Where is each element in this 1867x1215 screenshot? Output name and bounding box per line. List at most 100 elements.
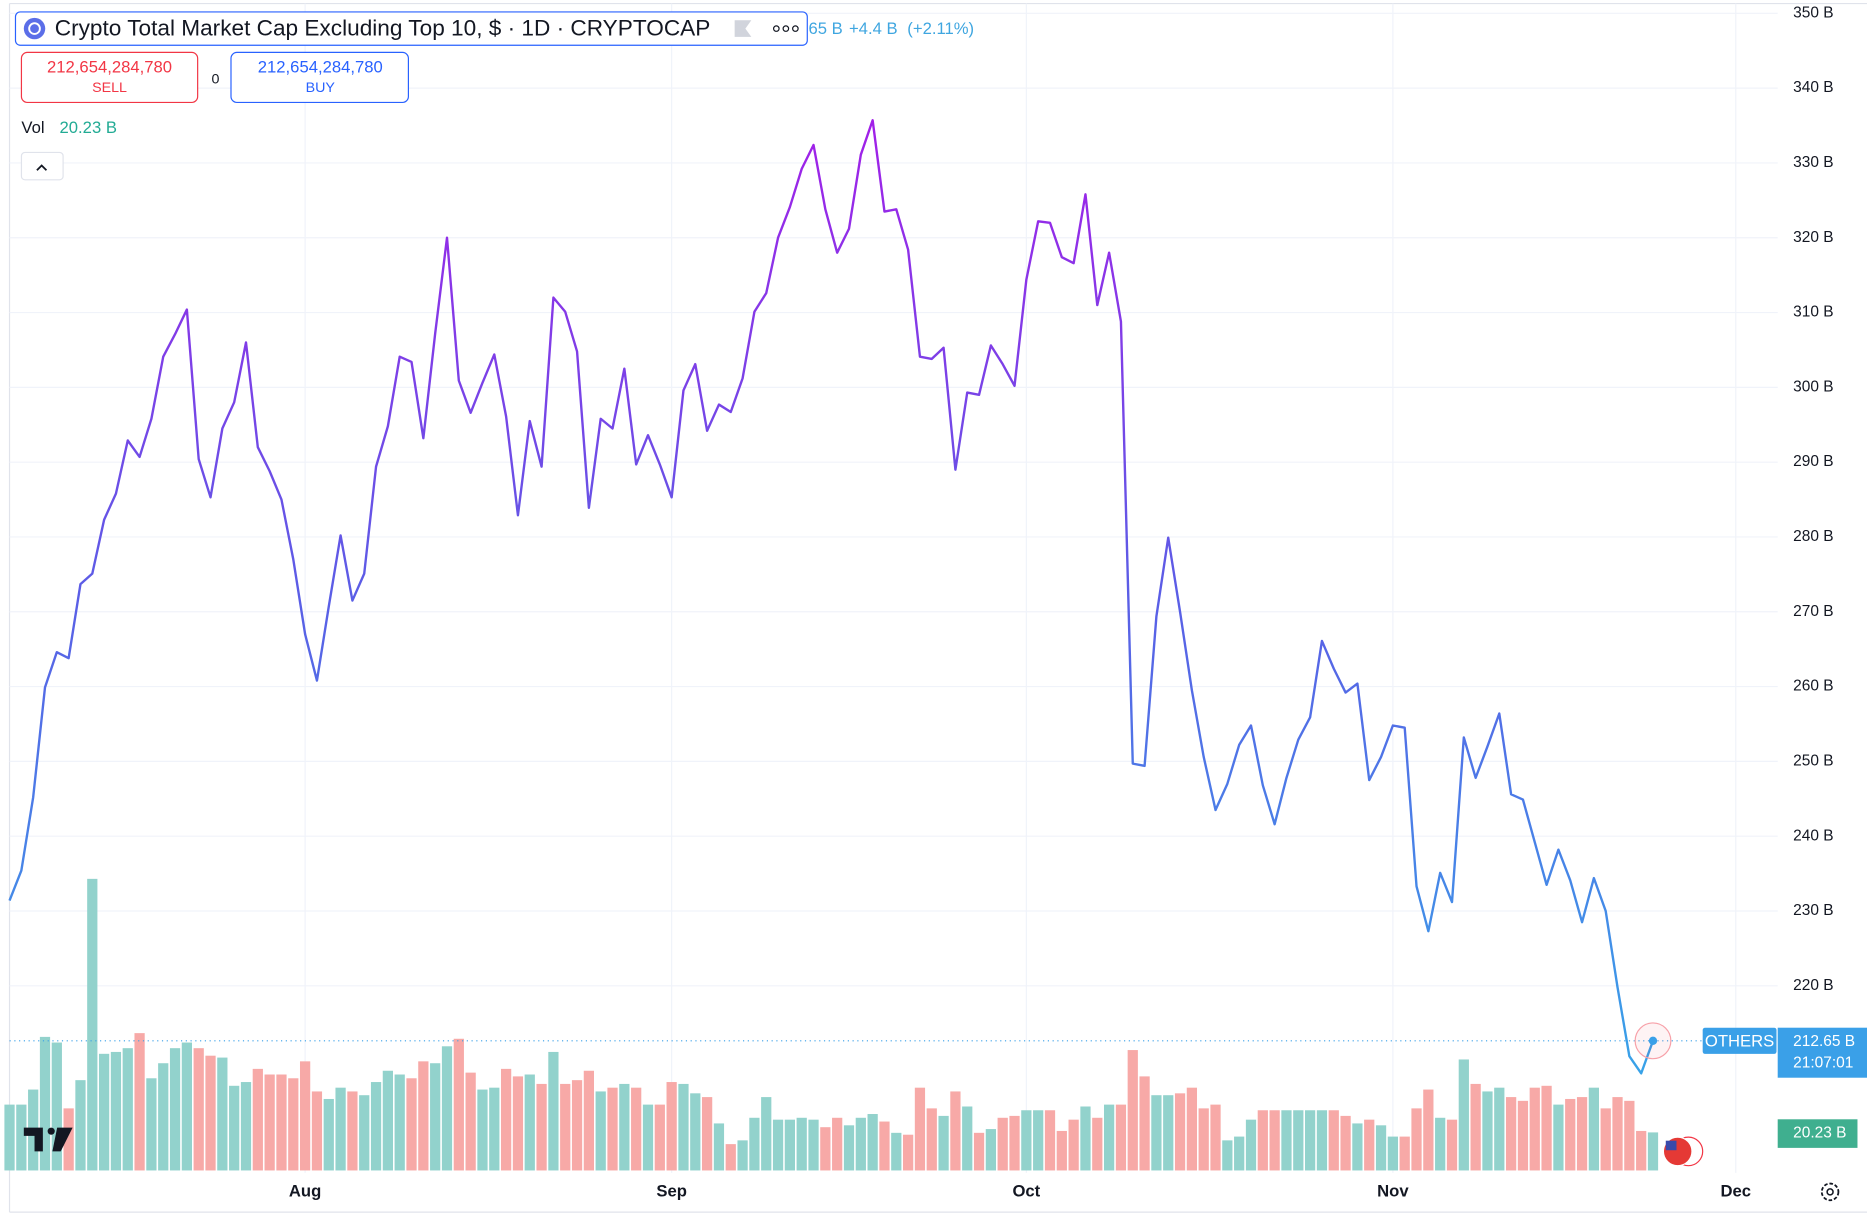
x-tick-label: Aug bbox=[289, 1181, 321, 1200]
volume-bar bbox=[1588, 1087, 1599, 1171]
flag-canton bbox=[1665, 1140, 1677, 1151]
vol-label: Vol bbox=[21, 118, 44, 137]
gear bbox=[1820, 1182, 1840, 1202]
more-button[interactable] bbox=[772, 25, 799, 32]
volume-bar bbox=[122, 1048, 133, 1171]
settings-button[interactable] bbox=[1820, 1182, 1840, 1202]
volume-bar bbox=[1151, 1095, 1162, 1171]
volume-bar bbox=[98, 1053, 110, 1171]
volume-bar bbox=[1411, 1108, 1422, 1171]
last-price-label: 212.65 B bbox=[1793, 1033, 1855, 1050]
volume-bar bbox=[1553, 1104, 1564, 1171]
axes: 220 B 230 B 240 B 250 B 260 B 270 B 280 B 290 B… bbox=[289, 4, 1867, 1200]
volume-bar bbox=[1364, 1119, 1375, 1171]
logo-t bbox=[23, 1127, 43, 1152]
volume-bar bbox=[75, 1080, 86, 1171]
plot bbox=[8, 119, 1703, 1075]
volume-bar bbox=[1115, 1104, 1127, 1171]
volume-bar bbox=[370, 1082, 382, 1171]
volume-bar bbox=[1340, 1115, 1351, 1171]
grid bbox=[9, 3, 1778, 1173]
volume-bar bbox=[1068, 1119, 1079, 1171]
symbol-badge bbox=[1702, 1027, 1777, 1054]
y-tick-label: 270 B bbox=[1793, 603, 1833, 620]
volume-bar bbox=[560, 1083, 571, 1171]
volume-bar bbox=[359, 1095, 370, 1171]
volume-bar bbox=[1163, 1095, 1174, 1171]
volume-bar bbox=[193, 1048, 204, 1171]
logo-dot bbox=[47, 1127, 55, 1135]
volume-bar bbox=[1435, 1117, 1446, 1171]
change-pct: (+2.11%) bbox=[907, 19, 974, 38]
buy-button[interactable] bbox=[230, 51, 410, 104]
volume-bar bbox=[962, 1106, 973, 1171]
volume-bar bbox=[1186, 1087, 1197, 1171]
volume-bar bbox=[678, 1083, 689, 1171]
volume-bar bbox=[1328, 1110, 1339, 1171]
volume-bar bbox=[229, 1085, 240, 1171]
symbol-icon-ring bbox=[28, 22, 41, 35]
volume-bar bbox=[4, 1104, 15, 1171]
volume-bar bbox=[217, 1057, 228, 1171]
volume-bar bbox=[666, 1082, 677, 1171]
volume-bar bbox=[891, 1132, 902, 1171]
volume-bar bbox=[784, 1119, 795, 1171]
volume-bar bbox=[240, 1082, 252, 1171]
volume-bar bbox=[1127, 1050, 1138, 1171]
volume-bar bbox=[1647, 1132, 1659, 1171]
y-tick-label: 250 B bbox=[1793, 752, 1833, 769]
y-tick-label: 280 B bbox=[1793, 528, 1833, 545]
volume-bar bbox=[16, 1104, 27, 1171]
buy-price: 212,654,284,780 bbox=[258, 57, 383, 76]
volume-bar bbox=[997, 1117, 1008, 1171]
collapse-caret bbox=[36, 164, 48, 171]
volume-bar bbox=[1470, 1083, 1481, 1171]
volume-bar bbox=[1529, 1087, 1540, 1171]
volume-bar bbox=[1234, 1136, 1245, 1171]
volume-bar bbox=[512, 1076, 524, 1171]
volume-bar bbox=[453, 1038, 464, 1171]
logo bbox=[23, 1127, 73, 1152]
volume-bar bbox=[1636, 1130, 1647, 1171]
volume-bar bbox=[63, 1108, 74, 1171]
volume-bar bbox=[264, 1074, 275, 1171]
volume-bar bbox=[311, 1091, 323, 1171]
price-line bbox=[8, 119, 1655, 1075]
volume-bar bbox=[1387, 1136, 1398, 1171]
x-tick-label: Oct bbox=[1012, 1181, 1040, 1200]
events-icon[interactable] bbox=[1662, 1136, 1704, 1167]
symbol-label: OTHERS bbox=[1705, 1031, 1774, 1050]
chart-title: Crypto Total Market Cap Excluding Top 10… bbox=[55, 16, 711, 41]
volume-bar bbox=[181, 1042, 192, 1171]
volume-bar bbox=[690, 1093, 701, 1171]
volume-bar bbox=[536, 1083, 547, 1171]
volume-bar bbox=[1103, 1104, 1115, 1171]
volume-bar bbox=[855, 1117, 866, 1171]
volume-bar bbox=[347, 1091, 358, 1171]
volume-bar bbox=[288, 1078, 299, 1171]
volume-bar bbox=[832, 1117, 843, 1171]
volume-bar bbox=[1198, 1108, 1209, 1171]
volume-bar bbox=[820, 1127, 831, 1171]
x-tick-label: Sep bbox=[656, 1181, 687, 1200]
volume-bar bbox=[607, 1087, 618, 1171]
volume-bar bbox=[418, 1061, 429, 1171]
dot bbox=[772, 25, 780, 32]
volume-bar bbox=[867, 1114, 878, 1171]
change: +4.4 B bbox=[849, 19, 898, 38]
volume-bar bbox=[619, 1083, 630, 1171]
x-tick-label: Nov bbox=[1377, 1181, 1409, 1200]
volume-bar bbox=[1044, 1110, 1056, 1171]
volume-bar bbox=[465, 1072, 476, 1171]
logo-v bbox=[52, 1127, 73, 1152]
volume-bar bbox=[1517, 1100, 1529, 1171]
sell-button[interactable] bbox=[20, 51, 199, 104]
title-box[interactable] bbox=[14, 11, 808, 46]
last-point bbox=[1648, 1036, 1658, 1045]
countdown: 21:07:01 bbox=[1793, 1055, 1853, 1072]
volume-bar bbox=[1257, 1110, 1268, 1171]
volume-bar bbox=[1033, 1110, 1044, 1171]
volume-bar bbox=[1600, 1108, 1611, 1171]
